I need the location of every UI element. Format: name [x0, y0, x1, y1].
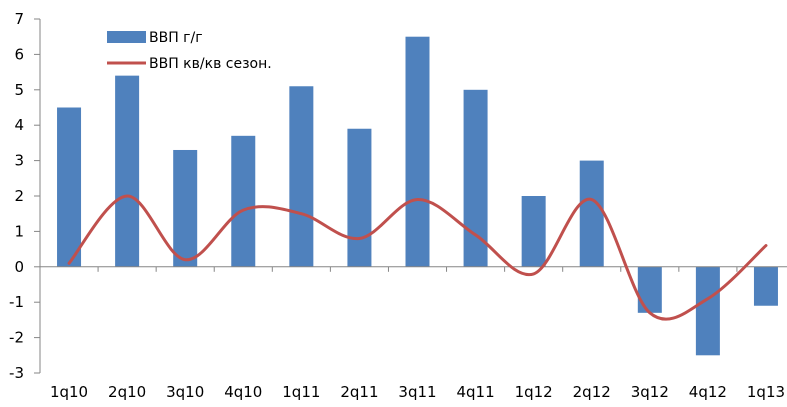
x-tick-label: 2q12 — [573, 383, 611, 401]
line-series — [67, 194, 768, 321]
x-tick-label: 2q11 — [340, 383, 378, 401]
x-tick-label: 2q10 — [108, 383, 146, 401]
legend: ВВП г/г ВВП кв/кв сезон. — [107, 30, 272, 72]
x-tick-label: 1q11 — [282, 383, 320, 401]
bar — [463, 89, 488, 267]
y-tick-label: 4 — [14, 116, 24, 134]
bar — [347, 128, 372, 267]
bar — [405, 36, 430, 267]
y-tick-label: 1 — [14, 222, 24, 240]
x-tick-label: 1q12 — [515, 383, 553, 401]
y-tick-label: 2 — [14, 187, 24, 205]
y-tick-label: 7 — [14, 10, 24, 28]
y-tick-label: -3 — [9, 364, 24, 382]
bar — [57, 107, 82, 267]
y-tick-label: -1 — [9, 293, 24, 311]
x-tick-label: 3q11 — [398, 383, 436, 401]
x-tick-label: 3q12 — [631, 383, 669, 401]
x-tick-label: 1q13 — [747, 383, 785, 401]
bar — [579, 160, 604, 267]
legend-label-bar: ВВП г/г — [149, 30, 203, 46]
y-axis-ticks: -3 -2 -1 0 1 2 3 4 5 6 7 — [9, 10, 40, 382]
y-tick-label: 5 — [14, 81, 24, 99]
x-axis-ticks: 1q10 2q10 3q10 4q10 1q11 2q11 3q11 4q11 1q12 2q12… — [39, 266, 785, 401]
bar — [115, 75, 140, 267]
axes — [39, 19, 787, 373]
bar — [753, 266, 778, 306]
x-tick-label: 1q10 — [50, 383, 88, 401]
bar — [289, 86, 314, 267]
x-tick-label: 4q12 — [689, 383, 727, 401]
bar — [637, 266, 662, 313]
bar — [231, 135, 256, 267]
bar — [521, 196, 546, 267]
y-tick-label: 6 — [14, 45, 24, 63]
bar — [695, 266, 720, 356]
legend-swatch-bar — [107, 31, 146, 43]
bar-series — [57, 36, 778, 356]
x-tick-label: 4q11 — [456, 383, 494, 401]
y-tick-label: -2 — [9, 329, 24, 347]
y-tick-label: 0 — [14, 258, 24, 276]
bar — [173, 149, 198, 267]
x-tick-label: 3q10 — [166, 383, 204, 401]
legend-label-line: ВВП кв/кв сезон. — [149, 56, 272, 72]
series-line — [67, 194, 768, 321]
y-tick-label: 3 — [14, 152, 24, 170]
x-tick-label: 4q10 — [224, 383, 262, 401]
